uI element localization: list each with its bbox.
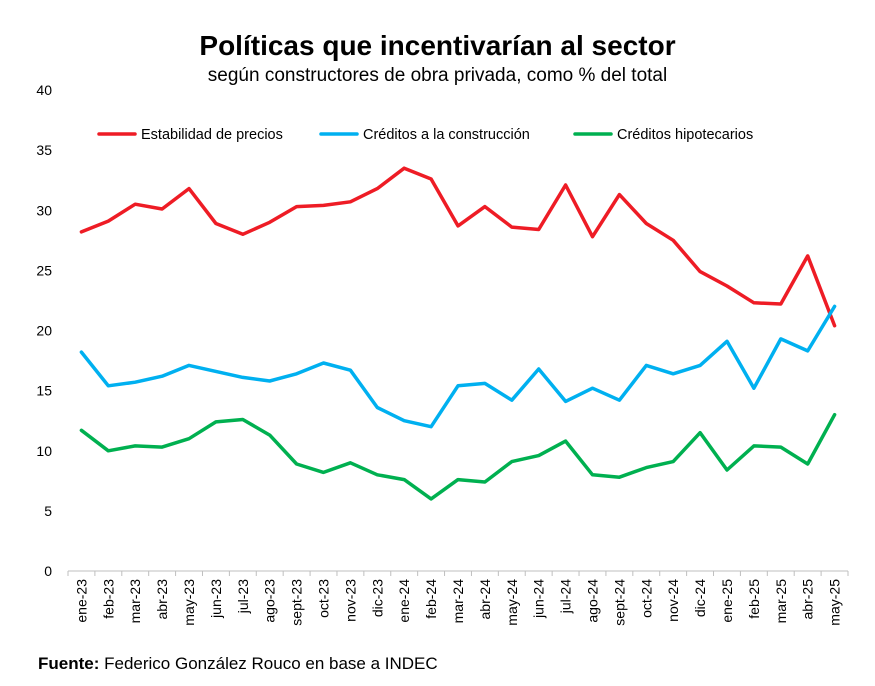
x-tick-label: jun-24 [531,579,547,619]
x-tick-label: sept-24 [611,579,627,626]
x-tick-label: jul-23 [235,579,251,614]
x-tick-label: oct-24 [638,579,654,618]
x-tick-label: dic-24 [692,579,708,617]
x-tick-label: abr-24 [477,579,493,620]
y-tick-label: 35 [36,142,52,158]
source-label: Fuente: [38,654,100,673]
y-tick-label: 30 [36,202,52,218]
y-tick-label: 25 [36,262,52,278]
x-tick-label: ago-24 [584,579,600,623]
series-line-1 [79,166,837,328]
legend-label-3: Créditos hipotecarios [617,127,753,143]
x-tick-label: oct-23 [316,579,332,618]
legend-label-1: Estabilidad de precios [141,127,283,143]
y-tick-label: 40 [36,82,52,98]
x-tick-label: ene-25 [719,579,735,623]
x-tick-label: mar-25 [773,579,789,624]
chart-title: Políticas que incentivarían al sector [199,30,676,61]
x-tick-label: feb-24 [423,579,439,619]
series-line-2 [79,304,837,429]
x-tick-label: nov-23 [342,579,358,622]
x-tick-label: mar-23 [127,579,143,624]
y-tick-label: 20 [36,323,52,339]
x-tick-label: ene-24 [396,579,412,623]
x-tick-label: nov-24 [665,579,681,622]
x-tick-label: feb-23 [100,579,116,619]
y-tick-label: 0 [44,563,52,579]
series-line-3 [79,412,837,501]
x-tick-label: jun-23 [208,579,224,619]
x-tick-label: dic-23 [369,579,385,617]
x-tick-label: feb-25 [746,579,762,619]
source-note: Fuente: Federico González Rouco en base … [38,654,438,674]
x-tick-label: sept-23 [289,579,305,626]
x-tick-label: abr-23 [154,579,170,620]
x-tick-label: abr-25 [800,579,816,620]
x-tick-label: may-25 [827,579,843,626]
y-tick-label: 10 [36,443,52,459]
y-tick-label: 15 [36,383,52,399]
y-tick-label: 5 [44,503,52,519]
x-tick-label: jul-24 [558,579,574,614]
x-tick-label: ene-23 [73,579,89,623]
source-text: Federico González Rouco en base a INDEC [99,654,438,673]
x-tick-label: mar-24 [450,579,466,624]
line-chart: 0 5 10 15 20 25 30 35 40 ene-23 feb-23 mar-23 abr-23… [36,82,849,626]
legend-label-2: Créditos a la construcción [363,127,530,143]
chart-subtitle: según constructores de obra privada, com… [207,65,668,86]
x-tick-label: may-24 [504,579,520,626]
x-tick-label: ago-23 [262,579,278,623]
x-tick-label: may-23 [181,579,197,626]
